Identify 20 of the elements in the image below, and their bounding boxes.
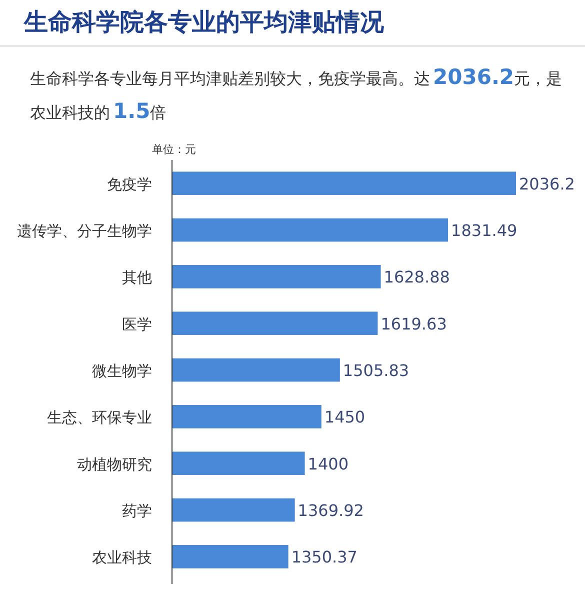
text: 单位：元 bbox=[152, 143, 196, 156]
data-label: 1619.63 bbox=[380, 314, 447, 334]
data-label: 1350.37 bbox=[291, 548, 358, 567]
y-tick-label: 微生物学 bbox=[92, 362, 152, 380]
data-label: 1831.49 bbox=[451, 221, 518, 240]
y-tick-label: 农业科技 bbox=[92, 548, 152, 567]
y-tick-label: 医学 bbox=[122, 315, 152, 334]
data-label: 1450 bbox=[324, 408, 366, 427]
y-tick-label: 遗传学、分子生物学 bbox=[17, 222, 152, 240]
data-label: 1369.92 bbox=[298, 501, 364, 520]
data-label: 1505.83 bbox=[342, 361, 410, 380]
chart-title: 生命科学院各专业的平均津贴情况 bbox=[23, 8, 385, 36]
y-tick-label: 动植物研究 bbox=[77, 455, 152, 474]
data-label: 2036.2 bbox=[519, 174, 575, 194]
y-tick-label: 免疫学 bbox=[107, 175, 152, 194]
data-label: 1400 bbox=[308, 454, 349, 474]
data-label: 1628.88 bbox=[384, 268, 450, 287]
y-tick-label: 药学 bbox=[122, 502, 152, 520]
y-tick-label: 生态、环保专业 bbox=[47, 408, 152, 427]
y-tick-label: 其他 bbox=[122, 268, 152, 287]
